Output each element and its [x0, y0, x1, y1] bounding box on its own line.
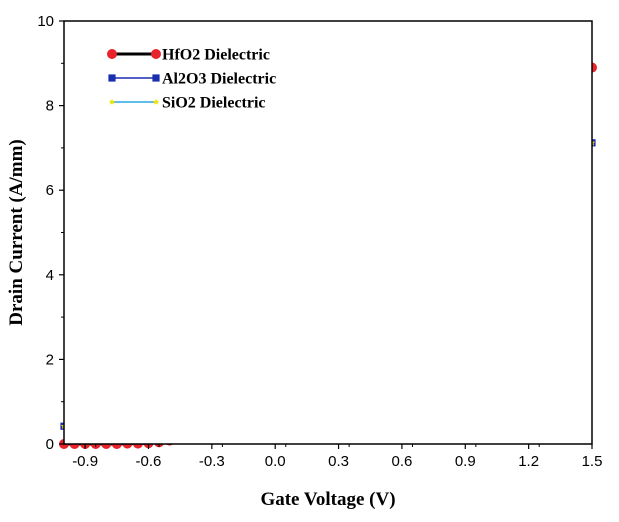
y-tick-label: 10 [37, 13, 54, 30]
x-tick-label: 0.0 [265, 453, 286, 470]
legend-marker [152, 98, 160, 105]
y-tick-label: 8 [46, 98, 54, 115]
y-tick-label: 0 [46, 436, 54, 453]
x-tick-label: 0.9 [455, 453, 476, 470]
legend-marker [108, 98, 116, 105]
legend-entry: Al2O3 Dielectric [108, 71, 276, 88]
legend-label: Al2O3 Dielectric [162, 71, 276, 88]
x-tick-label: 1.2 [518, 453, 539, 470]
legend-marker [108, 74, 116, 82]
legend-marker [150, 49, 161, 60]
y-tick-label: 4 [46, 267, 54, 284]
x-axis-title: Gate Voltage (V) [260, 489, 395, 510]
legend-entry: HfO2 Dielectric [107, 47, 270, 64]
y-tick-label: 2 [46, 351, 54, 368]
y-axis-title: Drain Current (A/mm) [6, 139, 27, 325]
x-tick-label: -0.6 [136, 453, 162, 470]
y-tick-label: 6 [46, 182, 54, 199]
x-tick-label: 0.6 [391, 453, 412, 470]
legend-marker [152, 74, 160, 82]
x-tick-label: 1.5 [582, 453, 603, 470]
legend-label: HfO2 Dielectric [162, 47, 270, 64]
legend-entry: SiO2 Dielectric [108, 95, 266, 112]
x-tick-label: 0.3 [328, 453, 349, 470]
x-tick-label: -0.9 [72, 453, 98, 470]
x-tick-label: -0.3 [199, 453, 225, 470]
legend-marker [107, 49, 118, 60]
axes-layer: -0.9 -0.6 -0.3 0.0 0.3 0.6 0.9 1.2 1.5 0 2 4 6 8 10 [37, 13, 602, 470]
plot-frame [63, 20, 593, 445]
legend-label: SiO2 Dielectric [162, 95, 266, 112]
legend: HfO2 Dielectric Al2O3 Dielectric SiO2 Diel… [107, 47, 276, 112]
